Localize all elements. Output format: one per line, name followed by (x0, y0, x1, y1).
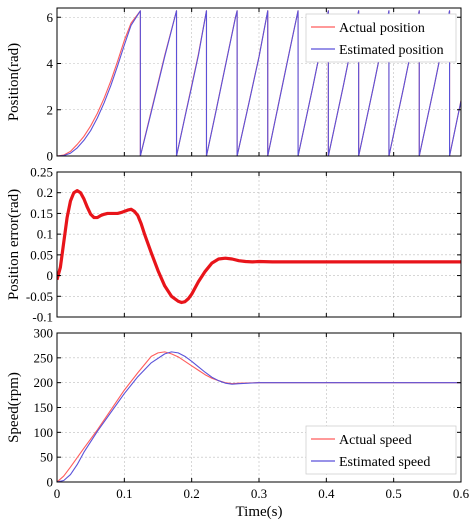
y-tick-label: 50 (40, 450, 53, 465)
y-tick-label: 0.05 (30, 247, 53, 262)
y-tick-label: 150 (34, 400, 54, 415)
y-tick-label: 0.1 (37, 227, 53, 242)
x-tick-label: 0.6 (453, 486, 470, 501)
legend-label: Estimated position (339, 43, 444, 58)
legend: Actual position Estimated position (305, 13, 457, 63)
x-axis-label: Time(s) (236, 504, 283, 520)
legend-box (305, 13, 457, 63)
x-tick-label: 0.2 (184, 486, 200, 501)
position-error-panel: -0.1 -0.05 0 0.05 0.1 0.15 0.2 0.25 Position err… (6, 165, 462, 325)
position-panel: 0 2 4 6 Position(rad) Actual position Estimate… (6, 7, 462, 164)
legend-label: Estimated speed (339, 455, 430, 470)
speed-panel: 0 50 100 150 200 250 300 0 0.1 0.2 0.3 0.4 0.5 0.6 Spe… (6, 326, 470, 521)
y-tick-label: 6 (47, 10, 54, 25)
y-tick-label: 100 (34, 425, 54, 440)
y-tick-label: 0.25 (30, 165, 53, 180)
y-tick-label: 250 (34, 350, 54, 365)
y-axis-label: Speed(rpm) (6, 372, 22, 443)
legend: Actual speed Estimated speed (305, 425, 457, 475)
estimated-speed-line (57, 351, 461, 482)
y-axis-label: Position(rad) (6, 43, 22, 121)
x-tick-label: 0.5 (386, 486, 402, 501)
y-tick-label: 200 (34, 375, 54, 390)
y-axis-label: Position error(rad) (6, 189, 22, 300)
position-error-line (57, 189, 461, 305)
legend-label: Actual position (339, 21, 425, 36)
y-tick-label: 0.2 (37, 185, 53, 200)
y-tick-label: 0.15 (30, 206, 53, 221)
x-tick-label: 0.1 (116, 486, 132, 501)
x-tick-label: 0 (54, 486, 61, 501)
y-tick-label: -0.1 (32, 310, 53, 325)
legend-label: Actual speed (339, 433, 412, 448)
y-tick-label: 0 (47, 475, 54, 490)
y-tick-label: -0.05 (26, 289, 53, 304)
y-tick-label: 300 (34, 326, 54, 341)
legend-box (305, 425, 457, 475)
y-tick-label: 0 (47, 268, 54, 283)
x-tick-label: 0.3 (251, 486, 267, 501)
y-tick-label: 2 (47, 102, 54, 117)
x-tick-label: 0.4 (318, 486, 335, 501)
estimated-position-line (57, 10, 461, 156)
y-tick-label: 4 (47, 56, 54, 71)
y-tick-label: 0 (47, 149, 54, 164)
